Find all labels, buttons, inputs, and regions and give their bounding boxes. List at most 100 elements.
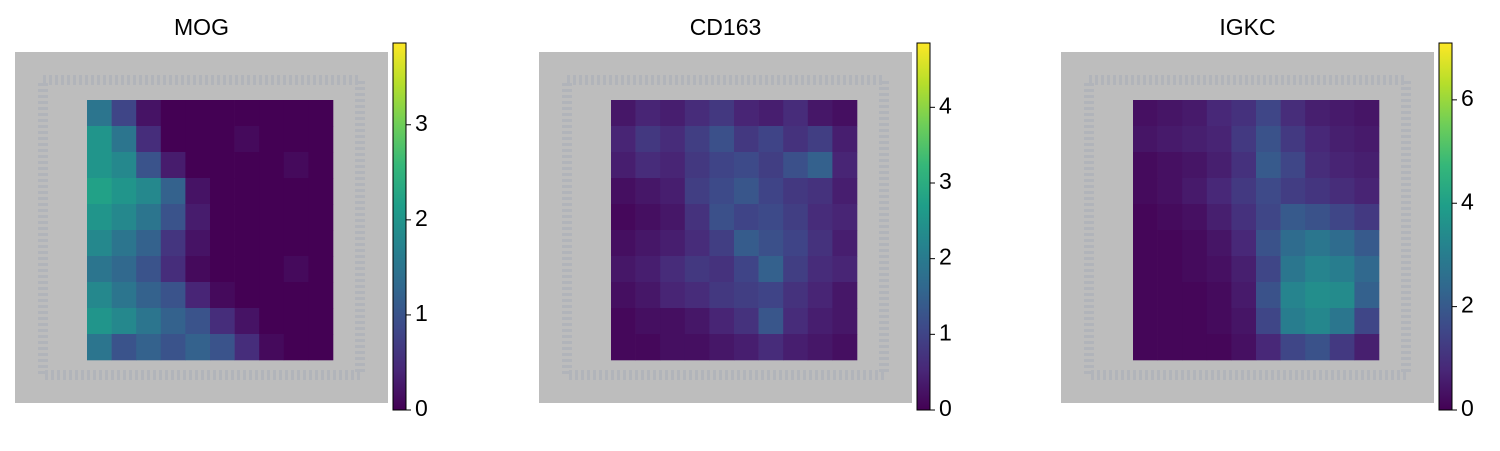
spot-cell bbox=[185, 152, 211, 179]
spot-cell bbox=[1157, 308, 1183, 335]
spot-cell bbox=[758, 204, 784, 231]
spot-cell bbox=[160, 308, 186, 335]
spot-cell bbox=[1305, 178, 1331, 205]
spot-cell bbox=[160, 204, 186, 231]
spot-cell bbox=[684, 178, 710, 205]
spot-cell bbox=[111, 256, 137, 283]
spot-cell bbox=[660, 100, 686, 127]
spot-cell bbox=[1231, 178, 1257, 205]
spot-cell bbox=[259, 126, 285, 153]
spot-cell bbox=[734, 204, 759, 231]
spot-cell bbox=[758, 282, 784, 309]
spot-cell bbox=[1133, 230, 1158, 257]
spot-cell bbox=[660, 334, 686, 361]
spot-cell bbox=[1182, 282, 1208, 309]
spot-cell bbox=[111, 100, 137, 127]
spot-cell bbox=[684, 152, 710, 179]
spot-cell bbox=[185, 230, 211, 257]
spot-cell bbox=[1206, 256, 1232, 283]
spot-cell bbox=[635, 334, 661, 361]
spot-cell bbox=[1182, 126, 1208, 153]
spot-cell bbox=[259, 334, 285, 361]
spot-cell bbox=[87, 178, 112, 205]
spot-cell bbox=[1206, 204, 1232, 231]
spot-cell bbox=[87, 282, 112, 309]
spot-cell bbox=[611, 256, 636, 283]
spot-cell bbox=[1354, 152, 1380, 179]
spot-cell bbox=[160, 334, 186, 361]
spot-cell bbox=[234, 100, 260, 127]
spot-cell bbox=[1280, 282, 1306, 309]
spot-cell bbox=[635, 204, 661, 231]
spot-cell bbox=[185, 100, 211, 127]
spot-cell bbox=[1256, 256, 1281, 283]
spot-cell bbox=[136, 100, 162, 127]
spot-cell bbox=[1206, 152, 1232, 179]
spot-cell bbox=[259, 204, 285, 231]
spot-cell bbox=[758, 334, 784, 361]
spot-cell bbox=[1354, 126, 1380, 153]
spot-cell bbox=[611, 230, 636, 257]
spot-cell bbox=[111, 282, 137, 309]
spot-cell bbox=[783, 230, 809, 257]
spot-cell bbox=[807, 282, 833, 309]
spot-cell bbox=[635, 308, 661, 335]
spot-cell bbox=[758, 256, 784, 283]
spot-cell bbox=[308, 230, 334, 257]
fiducial-frame bbox=[562, 75, 889, 380]
spot-cell bbox=[1133, 256, 1158, 283]
spot-cell bbox=[185, 256, 211, 283]
spot-cell bbox=[1280, 256, 1306, 283]
spot-cell bbox=[1157, 282, 1183, 309]
colorbar-tick-label: 0 bbox=[939, 395, 952, 421]
spot-cell bbox=[1206, 282, 1232, 309]
spot-cell bbox=[111, 178, 137, 205]
spot-cell bbox=[283, 100, 309, 127]
spot-cell bbox=[660, 256, 686, 283]
spot-cell bbox=[734, 178, 759, 205]
spot-cell bbox=[1182, 178, 1208, 205]
spot-cell bbox=[635, 126, 661, 153]
spot-cell bbox=[734, 230, 759, 257]
panel-title: CD163 bbox=[690, 14, 762, 40]
spot-cell bbox=[1231, 230, 1257, 257]
spot-cell bbox=[234, 308, 260, 335]
spot-cell bbox=[1280, 334, 1306, 361]
panel-title: IGKC bbox=[1219, 14, 1275, 40]
spot-cell bbox=[185, 126, 211, 153]
spot-cell bbox=[1182, 100, 1208, 127]
spot-cell bbox=[1256, 100, 1281, 127]
spot-cell bbox=[684, 230, 710, 257]
spot-cell bbox=[234, 256, 260, 283]
spot-cell bbox=[283, 334, 309, 361]
spot-cell bbox=[660, 204, 686, 231]
spot-cell bbox=[210, 152, 235, 179]
spot-cell bbox=[709, 230, 735, 257]
spot-cell bbox=[807, 230, 833, 257]
spot-cell bbox=[87, 152, 112, 179]
spot-cell bbox=[234, 334, 260, 361]
spot-cell bbox=[1256, 282, 1281, 309]
spot-cell bbox=[783, 126, 809, 153]
spot-cell bbox=[160, 256, 186, 283]
spot-cell bbox=[1182, 256, 1208, 283]
spot-cell bbox=[660, 152, 686, 179]
spot-cell bbox=[1256, 230, 1281, 257]
spot-cell bbox=[259, 282, 285, 309]
spot-cell bbox=[160, 282, 186, 309]
spot-cell bbox=[136, 152, 162, 179]
spot-cell bbox=[758, 178, 784, 205]
spot-cell bbox=[611, 282, 636, 309]
spot-cell bbox=[283, 152, 309, 179]
spot-cell bbox=[832, 126, 858, 153]
spot-cell bbox=[283, 308, 309, 335]
spot-cell bbox=[1305, 230, 1331, 257]
spot-cell bbox=[283, 230, 309, 257]
spot-cell bbox=[1206, 126, 1232, 153]
spot-cell bbox=[1182, 204, 1208, 231]
spot-cell bbox=[87, 204, 112, 231]
spot-cell bbox=[136, 230, 162, 257]
spot-cell bbox=[1182, 334, 1208, 361]
spot-cell bbox=[783, 334, 809, 361]
